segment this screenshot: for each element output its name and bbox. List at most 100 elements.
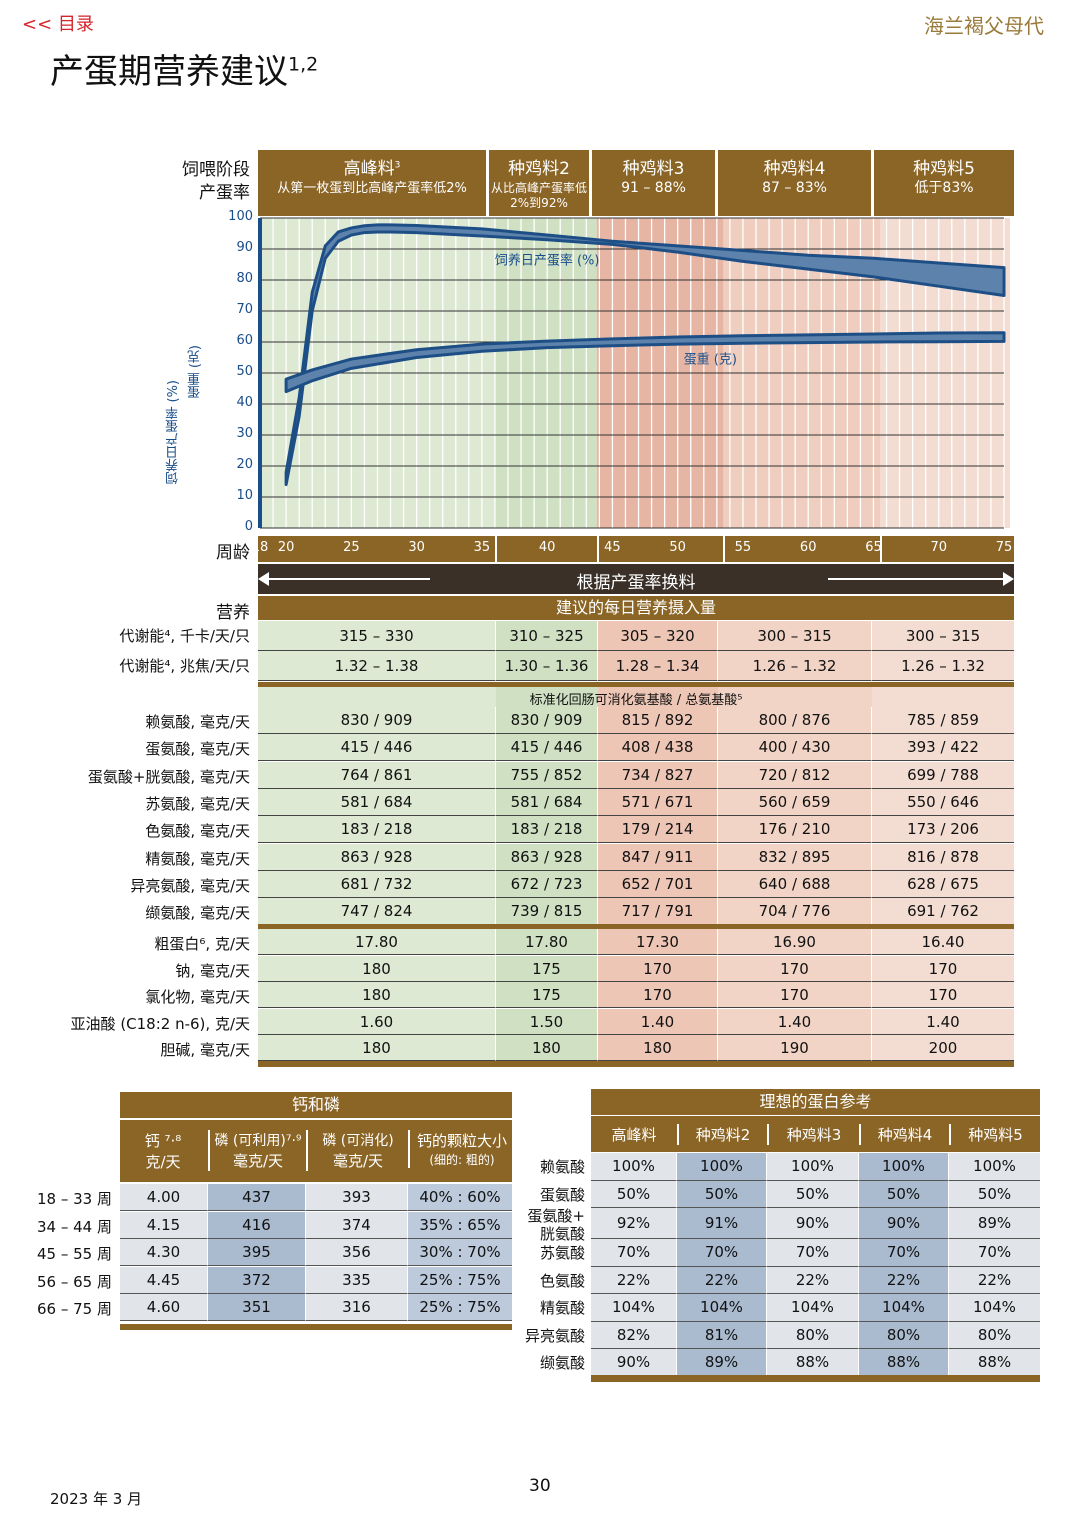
ca-p-table: 钙和磷 钙 ⁷·⁸ 克/天 磷 (可利用)⁷·⁹ 毫克/天 磷 (可消化) 毫克/天 … [120,1092,512,1332]
stage-4: 种鸡料4 87 – 83% [718,150,874,216]
aa-row-label: 蛋氨酸, 毫克/天 [145,740,250,759]
stage-3: 种鸡料3 91 – 88% [592,150,718,216]
protein-cell: 88% [767,1349,859,1377]
y-tick-labels: 0 10 20 30 40 50 60 70 80 90 100 [200,209,253,534]
page-title: 产蛋期营养建议1,2 [50,44,318,93]
ca-row-label: 56 – 65 周 [37,1272,112,1291]
protein-cell: 22% [949,1266,1040,1294]
x-band-divider [880,536,882,562]
energy-row-cell: 1.28 – 1.34 [598,651,718,681]
stage-1-desc: 从第一枚蛋到比高峰产蛋率低2% [277,181,467,196]
y-tick-label: 60 [236,333,253,348]
ca-col-4: 钙的颗粒大小 (细的: 粗的) [408,1130,514,1168]
protein-cell: 50% [767,1180,859,1208]
other-row-cell: 180 [258,955,496,982]
stage-2-name: 种鸡料2 [508,159,570,179]
other-row-label: 钠, 毫克/天 [175,961,250,980]
aa-header-row: 标准化回肠可消化氨基酸 / 总氨基酸⁵ [258,687,1014,708]
aa-row-cell: 747 / 824 [258,898,496,926]
ca-cell: 40% : 60% [408,1184,512,1211]
series-label-rate: 饲养日产蛋率 (%) [495,253,600,269]
energy-row-cell: 300 – 315 [718,621,872,651]
page-number: 30 [529,1476,551,1496]
protein-cell: 80% [767,1321,859,1349]
energy-row: 1.32 – 1.38 1.30 – 1.36 1.28 – 1.34 1.26 – … [258,651,1014,681]
y-tick-label: 90 [236,240,253,255]
x-tick-label: 60 [799,540,817,555]
stage-4-desc: 87 – 83% [762,180,827,196]
aa-row-cell: 863 / 928 [496,843,598,871]
protein-bottom-bar [591,1375,1040,1382]
left-arrow-icon [258,572,269,586]
ca-p-title: 钙和磷 [120,1092,512,1118]
protein-row-label: 赖氨酸 [500,1157,585,1177]
protein-cell: 50% [677,1180,767,1208]
other-row-cell: 170 [718,955,872,982]
protein-row: 92% 91% 90% 90% 89% [591,1208,1040,1239]
ca-cell: 4.60 [120,1294,208,1321]
protein-row-label-text: 异亮氨酸 [524,1326,585,1345]
toc-link[interactable]: << 目录 [22,14,94,35]
aa-row-cell: 640 / 688 [718,870,872,898]
other-row-label: 粗蛋白⁶, 克/天 [154,935,250,953]
other-row: 180 180 180 190 200 [258,1035,1014,1062]
energy-row-cell: 1.26 – 1.32 [718,651,872,681]
other-row-cell: 180 [496,1035,598,1062]
aa-header-bg [258,687,496,707]
other-row-cell: 180 [598,1035,718,1062]
protein-title: 理想的蛋白参考 [591,1089,1040,1115]
protein-cell: 104% [677,1294,767,1322]
aa-separator [258,924,1014,929]
protein-cell: 88% [949,1349,1040,1377]
y-tick-label: 20 [236,457,253,472]
protein-row-label-text: 蛋氨酸+ [527,1207,585,1225]
stage-4-name: 种鸡料4 [763,159,826,179]
energy-row-cell: 300 – 315 [872,621,1014,651]
other-row: 17.80 17.80 17.30 16.90 16.40 [258,929,1014,955]
ca-col-2-title: 磷 (可利用)⁷·⁹ [214,1133,302,1149]
rate-label: 产蛋率 [199,183,250,203]
aa-row-cell: 560 / 659 [718,788,872,816]
aa-row-cell: 415 / 446 [496,734,598,762]
protein-row-label: 色氨酸 [500,1271,585,1291]
other-row-cell: 200 [872,1035,1014,1062]
aa-row-cell: 415 / 446 [258,734,496,762]
aa-row-cell: 652 / 701 [598,870,718,898]
page-title-text: 产蛋期营养建议 [50,52,288,92]
right-arrow-line [828,578,1004,580]
x-tick-label: 30 [408,540,425,555]
aa-row: 830 / 909 830 / 909 815 / 892 800 / 876 785 … [258,707,1014,734]
aa-row-cell: 672 / 723 [496,870,598,898]
y-tick-label: 80 [236,271,253,286]
ca-cell: 316 [306,1294,408,1321]
aa-row-cell: 393 / 422 [872,734,1014,762]
aa-row-cell: 720 / 812 [718,761,872,789]
protein-cell: 50% [859,1180,949,1208]
ca-row: 4.00 437 393 40% : 60% [120,1184,512,1211]
aa-row-cell: 704 / 776 [718,898,872,926]
aa-header-bg [598,687,718,707]
other-row-cell: 17.80 [258,929,496,955]
x-tick-label: 25 [343,540,360,555]
stage-3-name: 种鸡料3 [622,159,685,179]
stage-1-name: 高峰料3 [258,154,486,179]
stage-2: 种鸡料2 从比高峰产蛋率低2%到92% [489,150,592,216]
aa-row: 764 / 861 755 / 852 734 / 827 720 / 812 699 … [258,761,1014,789]
aa-row: 183 / 218 183 / 218 179 / 214 176 / 210 173 … [258,816,1014,844]
protein-cell: 70% [591,1239,677,1267]
aa-row-label: 色氨酸, 毫克/天 [145,822,250,841]
aa-row-label: 异亮氨酸, 毫克/天 [130,876,250,895]
ca-cell: 356 [306,1239,408,1266]
aa-row-cell: 734 / 827 [598,761,718,789]
ca-cell: 4.00 [120,1184,208,1211]
x-tick-label: 50 [669,540,686,555]
aa-row-cell: 739 / 815 [496,898,598,926]
stage-1: 高峰料3 从第一枚蛋到比高峰产蛋率低2% [258,150,489,216]
series-band-1 [284,223,1006,487]
energy-separator [258,682,1014,687]
protein-row-label: 缬氨酸 [500,1353,585,1373]
other-row-cell: 17.80 [496,929,598,955]
protein-row-label-text: 精氨酸 [539,1299,585,1317]
y-tick-label: 50 [236,364,253,379]
ca-cell: 351 [208,1294,306,1321]
